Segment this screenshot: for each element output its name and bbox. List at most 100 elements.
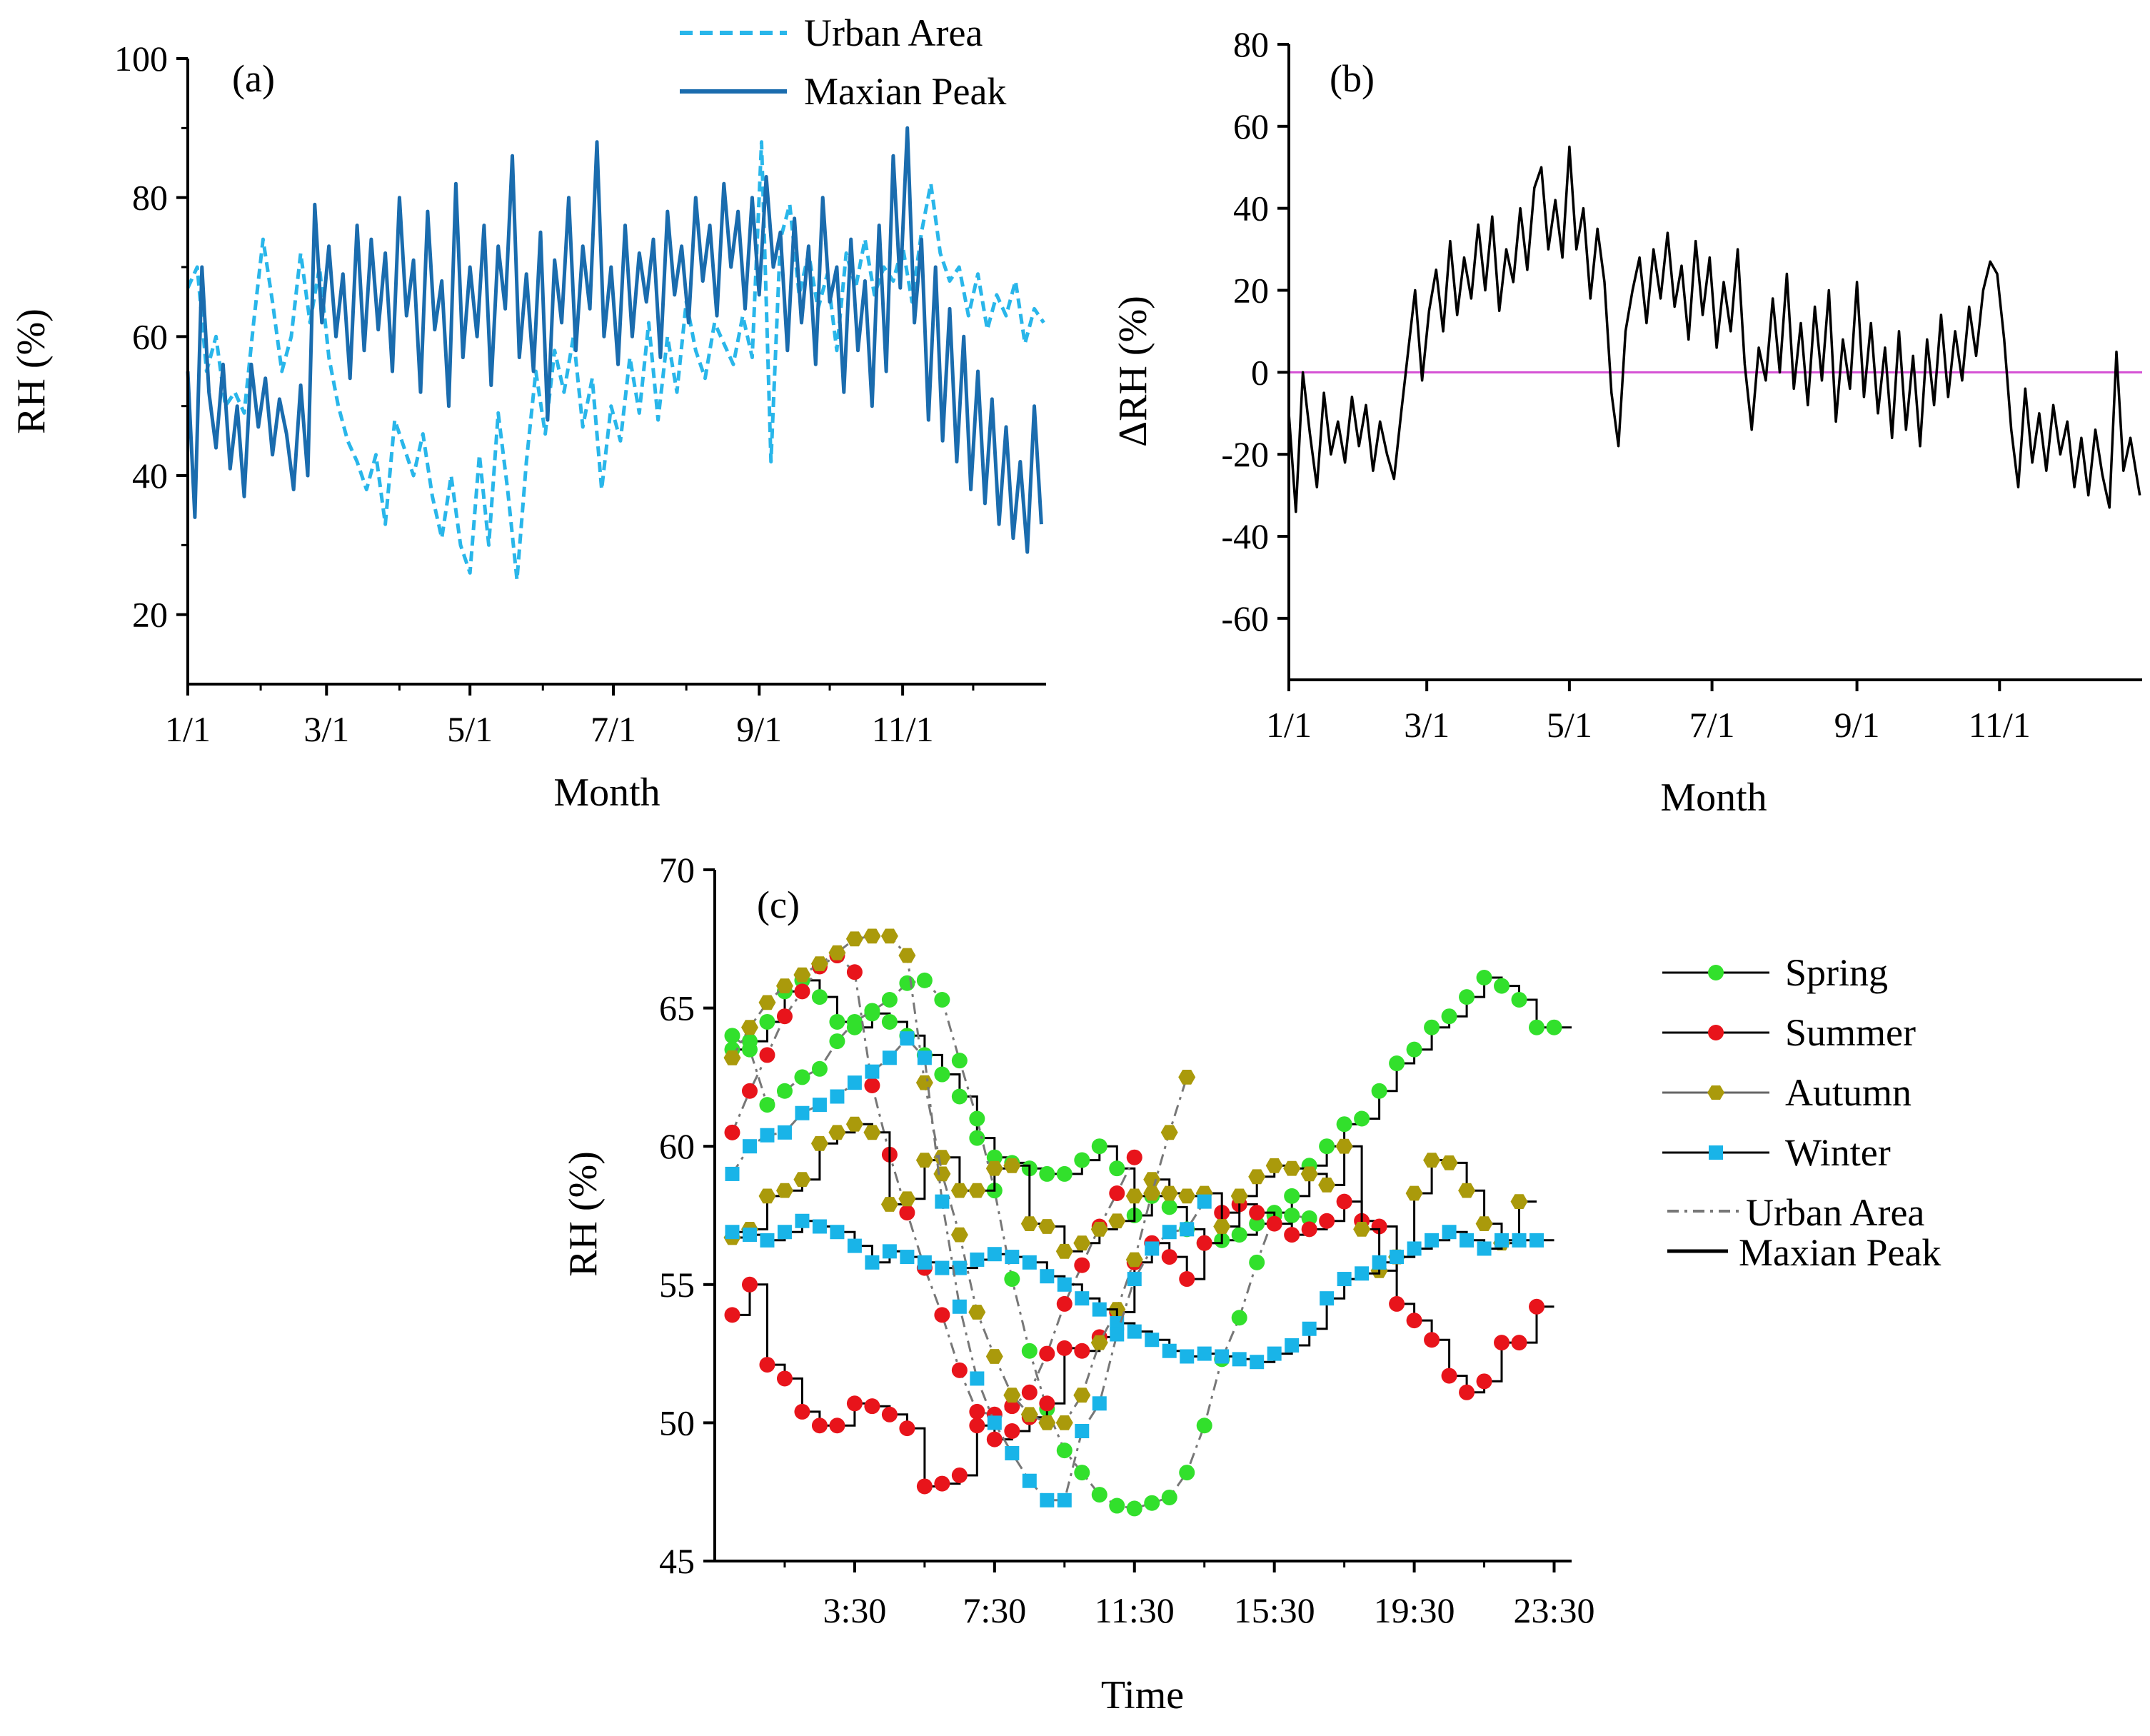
series-winter-urban-area-point xyxy=(1040,1492,1055,1507)
series-autumn-maxian-peak-point xyxy=(828,1125,846,1140)
series-autumn-urban-area-point xyxy=(1020,1407,1038,1423)
series-spring-maxian-peak-point xyxy=(1441,1008,1457,1025)
series-spring-urban-area-point xyxy=(1301,1210,1317,1226)
series-summer-maxian-peak-point xyxy=(1511,1335,1527,1351)
series-autumn-maxian-peak-point xyxy=(1440,1155,1458,1170)
x-tick-label: 3:30 xyxy=(823,1590,886,1630)
series-winter-urban-area-point xyxy=(1005,1445,1020,1460)
series-spring-urban-area-point xyxy=(1021,1343,1038,1359)
series-winter-maxian-peak-point xyxy=(935,1260,950,1275)
series-spring-urban-area-point xyxy=(846,1013,863,1030)
series-autumn-maxian-peak-point xyxy=(1003,1158,1021,1173)
series-autumn-maxian-peak-point xyxy=(950,1183,968,1198)
x-tick-label: 9/1 xyxy=(1834,705,1880,745)
y-tick-label: -40 xyxy=(1221,516,1269,556)
series-summer-maxian-peak-point xyxy=(741,1276,758,1293)
series-winter-maxian-peak-point xyxy=(1425,1233,1440,1248)
series-summer-maxian-peak-point xyxy=(864,1398,880,1415)
series-winter-urban-area-point xyxy=(1057,1492,1072,1507)
series-winter-maxian-peak-point xyxy=(1372,1255,1387,1270)
y-tick-label: 45 xyxy=(659,1541,695,1581)
series-autumn-maxian-peak-point xyxy=(1335,1138,1353,1154)
series-winter-maxian-peak-point xyxy=(1057,1277,1072,1292)
series-autumn-maxian-peak-point xyxy=(1230,1188,1248,1204)
series-autumn-maxian-peak-point xyxy=(1213,1219,1231,1234)
series-spring-urban-area-point xyxy=(794,1069,810,1085)
series-winter-maxian-peak-point xyxy=(1407,1241,1422,1256)
series-summer-urban-area-point xyxy=(899,1205,915,1221)
x-tick-label: 7/1 xyxy=(591,709,636,749)
y-tick-label: 60 xyxy=(132,316,168,356)
series-summer-maxian-peak-point xyxy=(1179,1271,1195,1288)
x-tick-label: 3/1 xyxy=(1404,705,1450,745)
series-autumn-maxian-peak-point xyxy=(1283,1160,1301,1176)
series-spring-maxian-peak-point xyxy=(1091,1138,1107,1155)
series-summer-maxian-peak-point xyxy=(846,1395,863,1412)
series-autumn-maxian-peak-point xyxy=(1143,1172,1161,1188)
panel-a: 20 40 60 80 100 1/1 3/1 5/1 7/1 9/1 11/1 (a) Mont… xyxy=(9,11,1046,815)
panel-c-series xyxy=(723,928,1572,1517)
panel-c: 45 50 55 60 65 70 3:30 7:30 11:30 15:30 19:30 23:3… xyxy=(561,850,1941,1717)
legend-autumn-label: Autumn xyxy=(1785,1071,1912,1114)
series-summer-maxian-peak-point xyxy=(969,1418,985,1434)
y-tick-label: -60 xyxy=(1221,598,1269,638)
series-autumn-maxian-peak-point xyxy=(1300,1166,1318,1182)
series-summer-urban-area-point xyxy=(864,1078,880,1094)
series-autumn-urban-area-point xyxy=(1038,1415,1056,1430)
panel-b-x-ticks: 1/1 3/1 5/1 7/1 9/1 11/1 xyxy=(1266,680,2031,745)
series-spring-urban-area-point xyxy=(969,1110,985,1127)
series-spring-maxian-peak-point xyxy=(1161,1199,1177,1215)
y-tick-label: 20 xyxy=(1233,271,1269,311)
series-spring-urban-area-point xyxy=(1091,1487,1107,1503)
series-winter-maxian-peak-point xyxy=(952,1260,967,1275)
y-tick-label: 100 xyxy=(114,39,168,79)
y-tick-label: 0 xyxy=(1251,352,1269,392)
series-summer-urban-area-point xyxy=(1109,1185,1125,1202)
series-autumn-maxian-peak-point xyxy=(1423,1153,1441,1168)
series-spring-maxian-peak-point xyxy=(1494,978,1510,994)
series-spring-urban-area-point xyxy=(724,1028,740,1044)
y-tick-label: 50 xyxy=(659,1403,695,1443)
panel-b-label: (b) xyxy=(1330,57,1375,100)
series-spring-maxian-peak-point xyxy=(1109,1160,1125,1177)
series-winter-maxian-peak-point xyxy=(1145,1333,1160,1348)
series-winter-urban-area-point xyxy=(1110,1327,1125,1342)
series-autumn-urban-area-point xyxy=(898,948,916,963)
series-spring-maxian-peak-point xyxy=(1354,1110,1370,1127)
series-spring-maxian-peak-point xyxy=(811,989,828,1005)
series-spring-urban-area-point xyxy=(1004,1271,1020,1288)
series-autumn-maxian-peak-point xyxy=(1248,1169,1266,1185)
series-autumn-urban-area-point xyxy=(1160,1125,1178,1140)
series-spring-maxian-peak-point xyxy=(1459,989,1475,1005)
series-autumn-urban-area-point xyxy=(1090,1335,1108,1350)
series-spring-urban-area-point xyxy=(864,1003,880,1019)
x-tick-label: 11:30 xyxy=(1095,1590,1175,1630)
series-summer-maxian-peak-point xyxy=(1196,1235,1212,1251)
panel-a-series xyxy=(186,126,1045,582)
series-winter-maxian-peak-point xyxy=(830,1225,845,1240)
series-spring-urban-area-point xyxy=(1074,1465,1090,1481)
series-summer-maxian-peak-point xyxy=(1441,1368,1457,1384)
series-winter-maxian-peak-point xyxy=(900,1250,915,1265)
series-winter-maxian-peak-point xyxy=(1250,1355,1265,1370)
series-winter-urban-area-line xyxy=(731,1036,1205,1502)
series-spring-maxian-peak-point xyxy=(1476,970,1492,986)
series-spring-urban-area-point xyxy=(1196,1418,1212,1434)
panel-a-legend: Urban Area Maxian Peak xyxy=(680,11,1006,113)
series-autumn-urban-area-point xyxy=(758,995,776,1010)
series-summer-urban-area-point xyxy=(934,1307,950,1323)
series-spring-urban-area-point xyxy=(1109,1497,1125,1514)
series-spring-urban-area-point xyxy=(951,1053,968,1069)
series-summer-maxian-peak-point xyxy=(1459,1384,1475,1400)
legend-urban-area-style-label: Urban Area xyxy=(1746,1191,1924,1234)
y-tick-label: 55 xyxy=(659,1265,695,1305)
series-autumn-maxian-peak-point xyxy=(898,1191,916,1207)
series-spring-urban-area-point xyxy=(1161,1489,1177,1505)
series-winter-maxian-peak-point xyxy=(795,1213,810,1228)
series-winter-urban-area-point xyxy=(1197,1194,1212,1209)
series-summer-urban-area-point xyxy=(759,1047,775,1063)
panel-b-y-ticks: -60 -40 -20 0 20 40 60 80 xyxy=(1221,24,1289,638)
series-spring-maxian-peak-point xyxy=(1231,1227,1247,1243)
series-winter-maxian-peak-point xyxy=(1162,1343,1177,1358)
series-autumn-maxian-peak-point xyxy=(1038,1219,1056,1234)
